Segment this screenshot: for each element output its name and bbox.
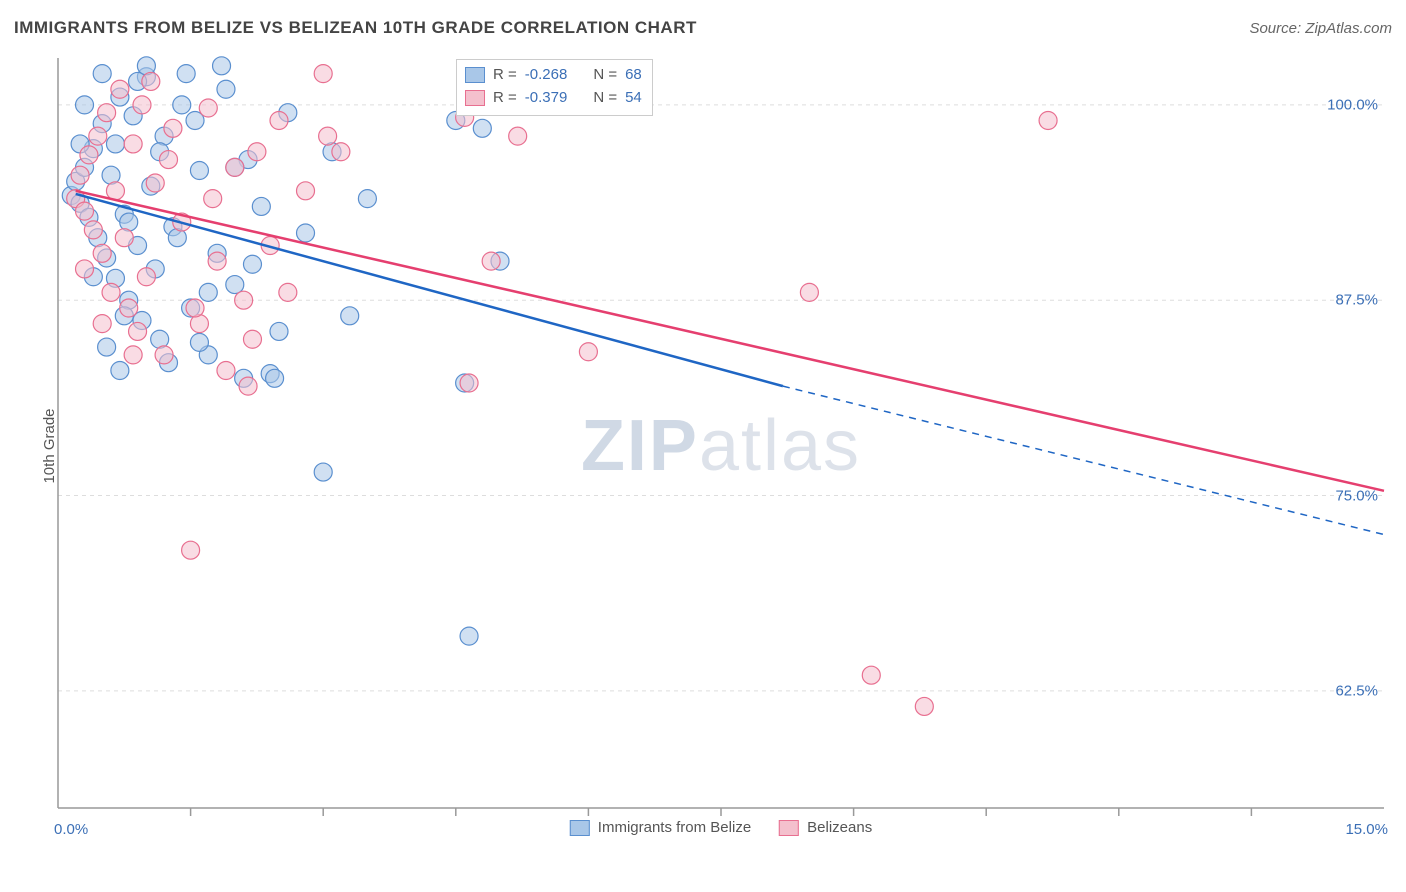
stats-row-series-0: R = -0.268 N = 68 — [465, 64, 642, 87]
swatch-icon — [570, 820, 590, 836]
n-value: 54 — [625, 87, 642, 110]
y-tick-label: 75.0% — [1335, 487, 1378, 504]
y-tick-label: 100.0% — [1327, 96, 1378, 113]
stats-legend: R = -0.268 N = 68 R = -0.379 N = 54 — [456, 59, 653, 116]
plot-area: ZIPatlas R = -0.268 N = 68 R = -0.379 N … — [56, 56, 1386, 836]
scatter-svg — [56, 56, 1386, 836]
legend-label: Immigrants from Belize — [598, 819, 751, 836]
legend-label: Belizeans — [807, 819, 872, 836]
legend-item-0: Immigrants from Belize — [570, 819, 751, 836]
n-value: 68 — [625, 64, 642, 87]
swatch-icon — [465, 90, 485, 106]
n-label: N = — [593, 87, 617, 110]
r-label: R = — [493, 64, 517, 87]
y-tick-label: 62.5% — [1335, 682, 1378, 699]
swatch-icon — [779, 820, 799, 836]
x-axis-min-label: 0.0% — [54, 821, 88, 838]
legend-item-1: Belizeans — [779, 819, 872, 836]
r-label: R = — [493, 87, 517, 110]
source-label: Source: ZipAtlas.com — [1249, 20, 1392, 37]
swatch-icon — [465, 67, 485, 83]
stats-row-series-1: R = -0.379 N = 54 — [465, 87, 642, 110]
x-axis-max-label: 15.0% — [1345, 821, 1388, 838]
n-label: N = — [593, 64, 617, 87]
chart-title: IMMIGRANTS FROM BELIZE VS BELIZEAN 10TH … — [14, 18, 697, 38]
r-value: -0.268 — [525, 64, 568, 87]
series-legend: Immigrants from Belize Belizeans — [570, 819, 872, 836]
y-tick-label: 87.5% — [1335, 292, 1378, 309]
r-value: -0.379 — [525, 87, 568, 110]
